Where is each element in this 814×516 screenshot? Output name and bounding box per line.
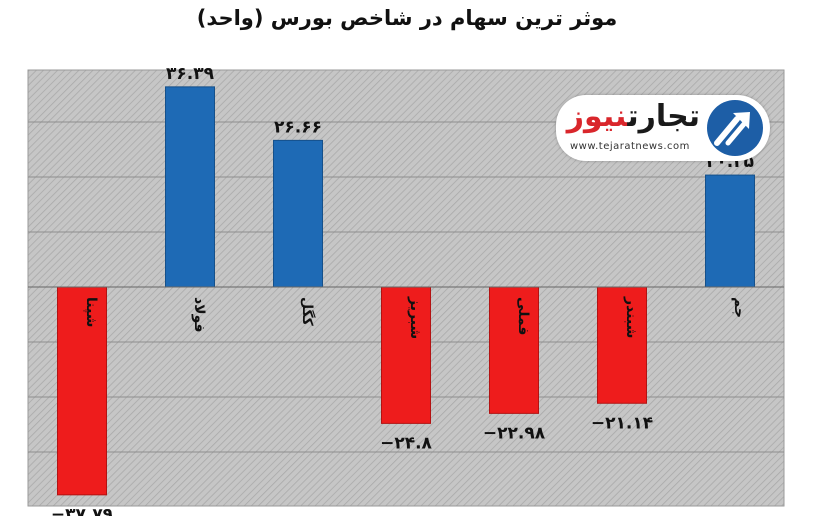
logo-name: تجارتنیوز bbox=[567, 99, 700, 134]
bar bbox=[57, 286, 107, 496]
tejaratnews-logo: تجارتنیوز www.tejaratnews.com bbox=[556, 95, 770, 161]
logo-name-part1: تجارت bbox=[627, 99, 700, 134]
category-label: جم bbox=[731, 297, 747, 318]
logo-arrow-icon bbox=[707, 100, 763, 156]
logo-name-part2: نیوز bbox=[566, 99, 628, 134]
value-label: ۲۶.۶۶ bbox=[274, 117, 322, 137]
bar bbox=[165, 86, 215, 288]
category-label: شپنا bbox=[83, 297, 99, 327]
category-label: شبریز bbox=[407, 296, 423, 339]
logo-url: www.tejaratnews.com bbox=[570, 141, 690, 152]
bar bbox=[705, 174, 755, 288]
value-label: −۳۷.۷۹ bbox=[51, 505, 114, 516]
chart-title: موثر ترین سهام در شاخص بورس (واحد) bbox=[196, 6, 618, 30]
category-label: فملی bbox=[515, 297, 531, 335]
value-label: ۳۶.۳۹ bbox=[166, 64, 215, 84]
value-label: −۲۲.۹۸ bbox=[483, 423, 546, 443]
category-label: شبندر bbox=[623, 296, 639, 338]
bar bbox=[489, 286, 539, 414]
category-label: کگل bbox=[299, 297, 316, 327]
value-label: −۲۴.۸ bbox=[380, 433, 432, 453]
bar bbox=[381, 286, 431, 424]
category-label: فولاد bbox=[191, 297, 207, 333]
value-label: −۲۱.۱۴ bbox=[591, 413, 653, 433]
bars bbox=[57, 86, 755, 496]
bar bbox=[273, 139, 323, 288]
